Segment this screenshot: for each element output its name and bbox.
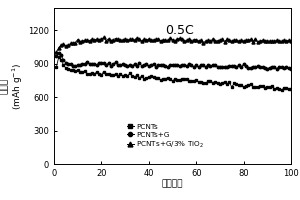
X-axis label: 循环圈数: 循环圈数 [162, 179, 183, 188]
Legend: PCNTs, PCNTs+G, PCNTs+G/3% TiO$_2$: PCNTs, PCNTs+G, PCNTs+G/3% TiO$_2$ [124, 121, 207, 153]
Text: 0.5C: 0.5C [165, 24, 194, 37]
Y-axis label: 比容量
(mAh g$^{-1}$): 比容量 (mAh g$^{-1}$) [0, 62, 26, 110]
